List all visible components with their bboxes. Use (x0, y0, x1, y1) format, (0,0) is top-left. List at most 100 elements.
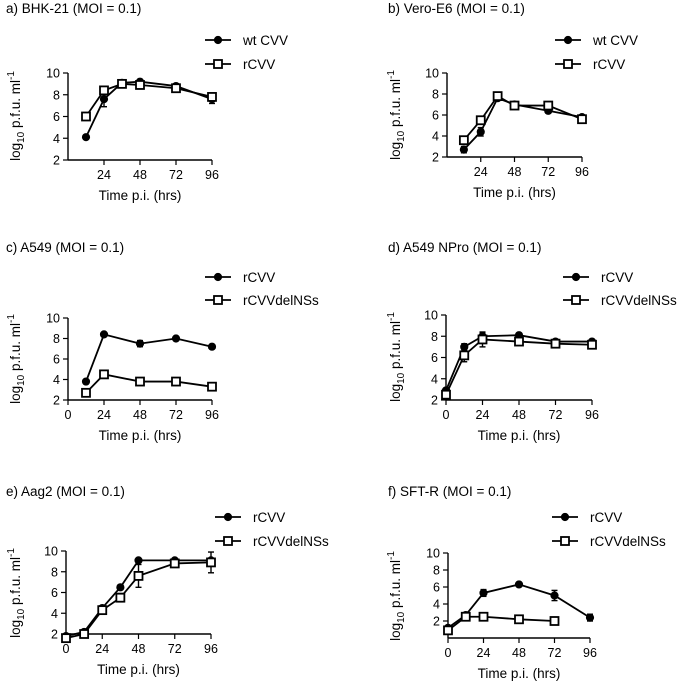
data-point (99, 95, 109, 104)
series-rcvvdelnss (61, 551, 216, 644)
series-line (445, 338, 593, 396)
y-tick-label: 4 (53, 132, 60, 146)
x-tick-label: 24 (97, 408, 111, 422)
y-tick-label: 4 (431, 372, 438, 386)
data-point (61, 633, 71, 644)
data-point (171, 334, 181, 343)
x-tick-label: 96 (585, 408, 599, 422)
x-tick-label: 72 (168, 642, 182, 656)
legend-label: rCVVdelNSs (253, 534, 329, 549)
data-point (81, 377, 91, 386)
y-axis-label-sup: -1 (386, 70, 397, 79)
y-axis-label-rest: p.f.u. ml (388, 321, 403, 373)
y-axis-label-sup: -1 (6, 314, 17, 323)
series-rcvvdelnss (443, 611, 560, 636)
data-point (99, 369, 109, 380)
y-axis-label-rest: p.f.u. ml (8, 323, 23, 375)
chart-title: e) Aag2 (MOI = 0.1) (6, 484, 125, 499)
x-tick-label: 0 (65, 408, 72, 422)
y-tick-label: 2 (53, 394, 60, 408)
y-tick-label: 2 (51, 628, 58, 642)
legend-marker (571, 295, 581, 305)
x-tick-label: 48 (512, 408, 526, 422)
data-point (115, 592, 126, 603)
data-point (133, 571, 144, 581)
data-point (549, 616, 560, 626)
x-tick-label: 96 (204, 642, 218, 656)
x-tick-label: 0 (443, 408, 450, 422)
data-point (577, 114, 587, 125)
y-axis-label-sub: 10 (396, 372, 407, 384)
y-tick-label: 4 (51, 607, 58, 621)
data-point (116, 583, 125, 592)
legend-label: rCVVdelNSs (243, 293, 319, 308)
chart-title: c) A549 (MOI = 0.1) (6, 240, 124, 255)
legend-label: rCVV (590, 510, 622, 525)
data-point (135, 80, 145, 90)
y-tick-label: 6 (53, 110, 60, 124)
data-point (459, 350, 470, 361)
data-point (169, 558, 180, 569)
data-point (171, 376, 181, 387)
y-axis-label-sub: 10 (396, 130, 407, 142)
legend-entry: wt CVV (205, 33, 288, 48)
series-rcvv (81, 78, 217, 122)
legend-marker (223, 512, 233, 522)
y-tick-label: 10 (426, 547, 440, 561)
x-axis-label: Time p.i. (hrs) (99, 188, 182, 203)
data-point (550, 338, 561, 349)
y-axis-label-main: log (388, 623, 403, 641)
legend-entry: rCVV (205, 270, 275, 285)
x-tick-label: 24 (95, 642, 109, 656)
data-point (543, 100, 554, 111)
x-tick-label: 24 (477, 646, 491, 660)
legend-marker (560, 536, 570, 546)
x-tick-label: 24 (476, 408, 490, 422)
chart-title: b) Vero-E6 (MOI = 0.1) (388, 1, 525, 16)
legend-label: rCVV (601, 270, 633, 285)
y-axis-label-sup: -1 (6, 548, 17, 557)
x-axis-label: Time p.i. (hrs) (473, 185, 556, 200)
legend-entry: rCVVdelNSs (552, 534, 666, 549)
x-tick-label: 48 (508, 165, 522, 179)
x-tick-label: 48 (133, 168, 147, 182)
data-point (99, 85, 109, 96)
x-tick-label: 72 (169, 168, 183, 182)
y-tick-label: 10 (425, 67, 439, 81)
y-axis-label-rest: p.f.u. ml (388, 560, 403, 612)
y-axis-label: log10 p.f.u. ml-1 (386, 312, 407, 402)
y-tick-label: 10 (46, 312, 60, 326)
legend-marker (223, 536, 233, 546)
legend-label: rCVVdelNSs (590, 534, 666, 549)
data-point (458, 135, 469, 146)
x-tick-label: 24 (97, 168, 111, 182)
legend-entry: rCVVdelNSs (563, 293, 677, 308)
y-tick-label: 6 (432, 109, 439, 123)
y-axis-label-main: log (388, 384, 403, 402)
data-point (117, 78, 127, 89)
y-axis-label: log10 p.f.u. ml-1 (6, 71, 27, 161)
y-axis-label-sup: -1 (6, 71, 17, 80)
x-axis-label: Time p.i. (hrs) (478, 428, 561, 443)
legend-label: wt CVV (592, 33, 638, 48)
legend-entry: rCVV (552, 510, 622, 525)
legend-entry: rCVV (205, 57, 275, 72)
x-tick-label: 48 (512, 646, 526, 660)
data-point (443, 625, 453, 636)
y-axis-label-main: log (388, 142, 403, 160)
y-tick-label: 4 (53, 373, 60, 387)
x-tick-label: 0 (63, 642, 70, 656)
y-tick-label: 10 (424, 309, 438, 323)
y-tick-label: 10 (44, 545, 58, 559)
data-point (478, 611, 489, 622)
data-point (477, 334, 488, 345)
y-tick-label: 6 (431, 351, 438, 365)
x-tick-label: 48 (133, 408, 147, 422)
x-tick-label: 72 (548, 646, 562, 660)
y-axis-label: log10 p.f.u. ml-1 (386, 551, 407, 641)
data-point (550, 591, 559, 600)
